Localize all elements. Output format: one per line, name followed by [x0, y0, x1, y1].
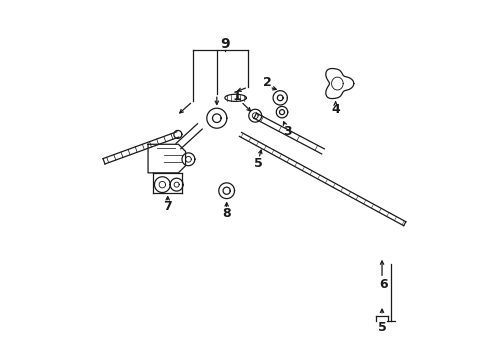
Text: 6: 6	[378, 278, 386, 291]
Text: 5: 5	[377, 321, 386, 334]
Text: 2: 2	[262, 76, 271, 89]
Text: 5: 5	[254, 157, 263, 170]
Text: 4: 4	[330, 103, 339, 116]
Text: 3: 3	[283, 125, 291, 138]
Text: 7: 7	[163, 200, 172, 213]
Text: 8: 8	[222, 207, 230, 220]
Text: 9: 9	[220, 37, 229, 51]
Text: 1: 1	[232, 90, 241, 103]
